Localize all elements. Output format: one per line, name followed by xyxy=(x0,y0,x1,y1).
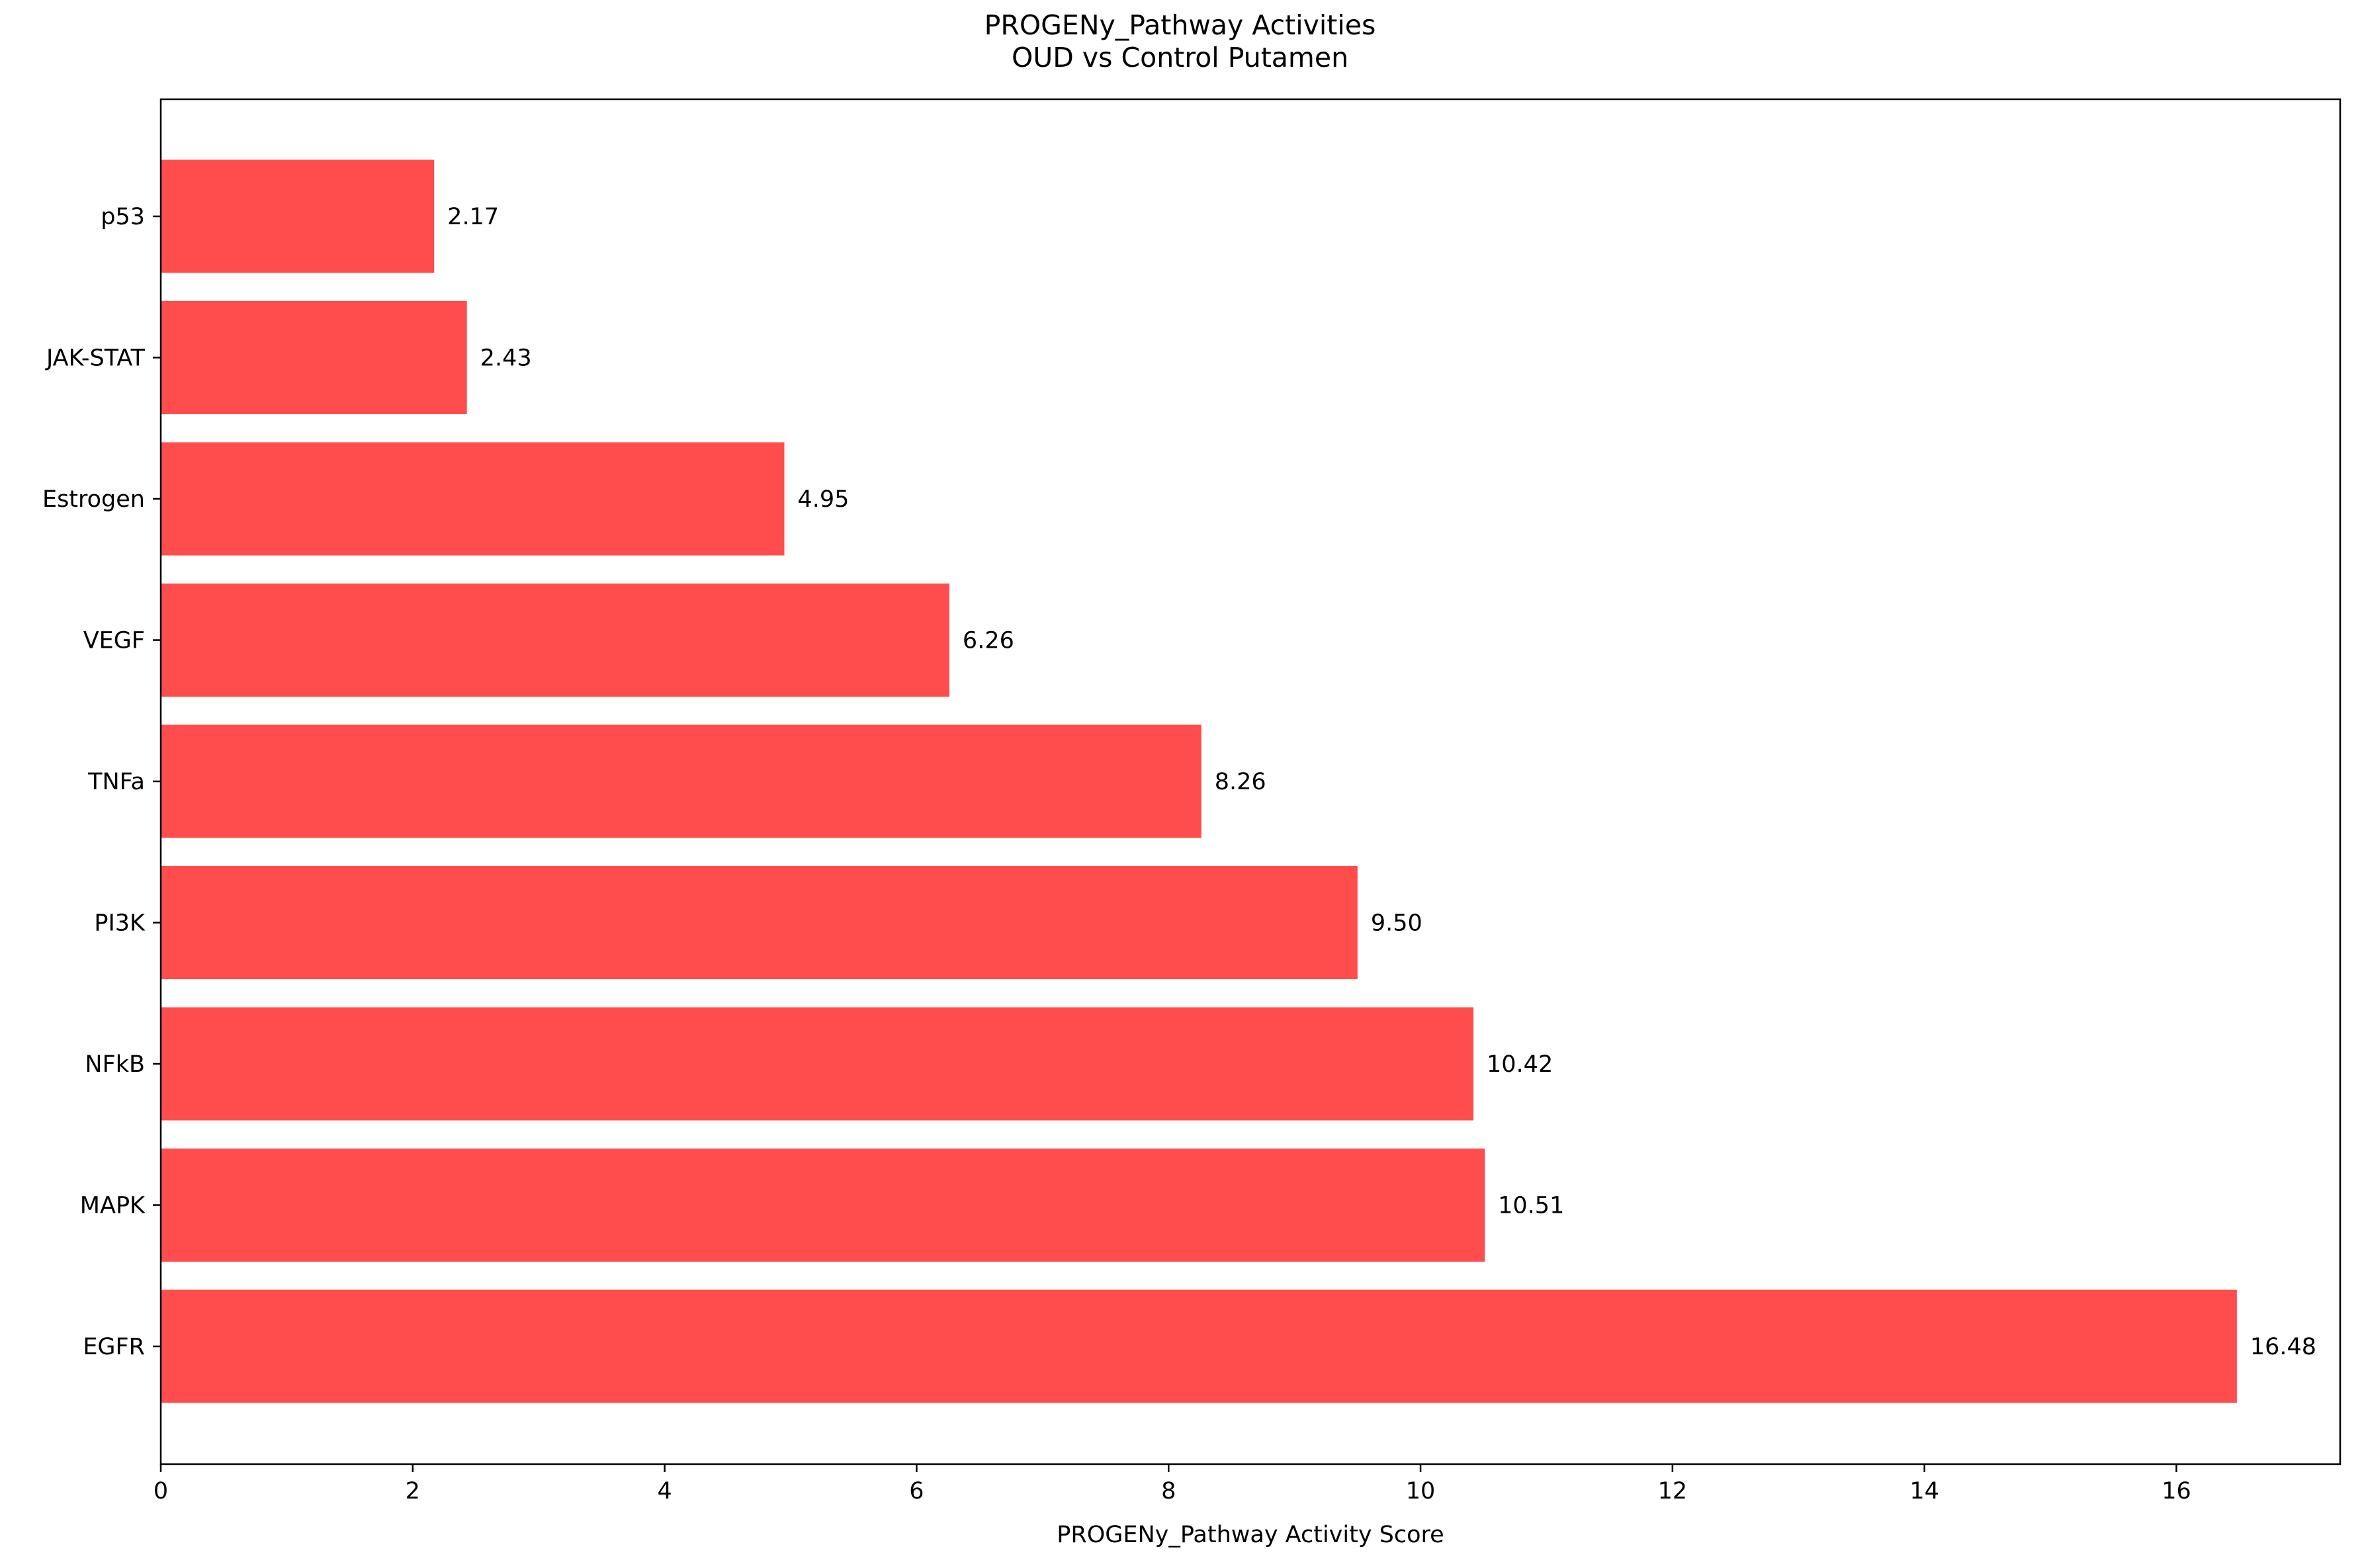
bar-egfr xyxy=(161,1289,2237,1403)
y-tick-label-estrogen: Estrogen xyxy=(42,486,145,513)
data-label-nfkb: 10.42 xyxy=(1487,1051,1553,1078)
bar-p53 xyxy=(161,159,435,273)
bar-pi3k xyxy=(161,866,1358,979)
data-label-egfr: 16.48 xyxy=(2250,1334,2316,1360)
data-label-tnfa: 8.26 xyxy=(1215,769,1266,795)
y-tick-label-p53: p53 xyxy=(101,204,145,230)
x-axis: 0 2 4 6 8 10 12 14 16 xyxy=(153,1464,2191,1504)
data-label-vegf: 6.26 xyxy=(963,628,1014,654)
y-tick-label-pi3k: PI3K xyxy=(94,910,146,937)
bar-estrogen xyxy=(161,442,785,556)
x-tick-label-4: 4 xyxy=(657,1478,672,1504)
plot-frame xyxy=(159,98,2341,1465)
chart-title: PROGENy_Pathway Activities OUD vs Contro… xyxy=(0,9,2360,74)
x-tick-label-16: 16 xyxy=(2162,1478,2191,1504)
data-labels-layer: 16.48 10.51 10.42 9.50 8.26 6.26 4.95 2.43 2.17 xyxy=(447,204,2316,1360)
y-tick-label-vegf: VEGF xyxy=(83,628,145,654)
y-tick-label-egfr: EGFR xyxy=(83,1334,145,1360)
x-tick-label-10: 10 xyxy=(1406,1478,1436,1504)
y-tick-label-mapk: MAPK xyxy=(80,1193,146,1219)
data-label-pi3k: 9.50 xyxy=(1371,910,1422,937)
bar-jak-stat xyxy=(161,301,467,414)
y-tick-label-nfkb: NFkB xyxy=(85,1051,145,1078)
x-tick-label-0: 0 xyxy=(153,1478,168,1504)
bars-layer xyxy=(161,159,2237,1403)
bar-vegf xyxy=(161,584,949,697)
x-axis-title: PROGENy_Pathway Activity Score xyxy=(1057,1522,1444,1548)
data-label-jak-stat: 2.43 xyxy=(480,345,532,372)
bar-mapk xyxy=(161,1149,1485,1262)
x-tick-label-6: 6 xyxy=(909,1478,924,1504)
x-tick-label-12: 12 xyxy=(1658,1478,1688,1504)
chart-subtitle-line: OUD vs Control Putamen xyxy=(1011,42,1349,73)
x-tick-label-2: 2 xyxy=(406,1478,420,1504)
y-tick-label-jak-stat: JAK-STAT xyxy=(45,345,146,372)
data-label-p53: 2.17 xyxy=(447,204,499,230)
bar-nfkb xyxy=(161,1007,1474,1121)
y-axis: EGFR MAPK NFkB PI3K TNFa VEGF Estrogen JAK-STAT… xyxy=(42,204,161,1360)
data-label-mapk: 10.51 xyxy=(1498,1193,1564,1219)
x-tick-label-8: 8 xyxy=(1161,1478,1176,1504)
y-tick-label-tnfa: TNFa xyxy=(87,769,145,795)
chart-title-line: PROGENy_Pathway Activities xyxy=(984,9,1376,41)
bar-tnfa xyxy=(161,724,1202,838)
data-label-estrogen: 4.95 xyxy=(798,486,850,513)
x-tick-label-14: 14 xyxy=(1909,1478,1939,1504)
